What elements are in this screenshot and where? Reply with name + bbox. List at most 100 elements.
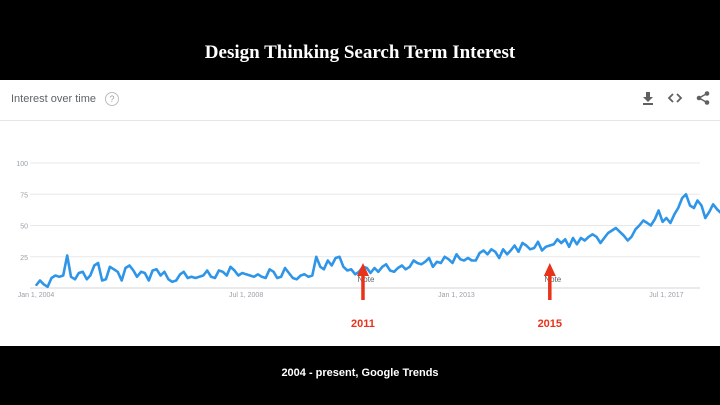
data-point xyxy=(385,263,387,265)
data-point xyxy=(642,219,644,222)
data-point xyxy=(276,277,278,279)
data-point xyxy=(74,278,76,280)
data-point xyxy=(486,253,489,255)
data-point xyxy=(658,209,660,212)
data-point xyxy=(393,271,395,273)
data-point xyxy=(70,276,72,278)
data-point xyxy=(521,242,524,244)
data-point xyxy=(327,259,329,262)
note-marker: Note xyxy=(544,275,561,284)
title-bar: Design Thinking Search Term Interest xyxy=(0,0,720,80)
slide-title: Design Thinking Search Term Interest xyxy=(204,42,516,63)
data-point xyxy=(700,204,703,207)
data-point xyxy=(226,274,228,277)
data-point xyxy=(373,267,376,269)
annotation-year-label: 2015 xyxy=(538,318,562,330)
data-point xyxy=(66,254,68,257)
data-point xyxy=(331,264,333,267)
data-point xyxy=(533,247,535,249)
data-point xyxy=(650,224,652,227)
data-point xyxy=(693,207,695,209)
data-point xyxy=(416,262,418,264)
data-point xyxy=(214,277,216,279)
data-point xyxy=(517,251,520,253)
data-point xyxy=(338,256,341,258)
data-point xyxy=(662,221,664,223)
data-point xyxy=(704,217,706,219)
data-point xyxy=(556,238,559,240)
data-point xyxy=(323,268,325,270)
data-point xyxy=(202,274,204,277)
embed-code-icon[interactable] xyxy=(667,90,683,106)
data-point xyxy=(397,267,399,269)
interest-series-line xyxy=(34,193,720,289)
data-point xyxy=(560,242,562,244)
data-point xyxy=(572,237,574,239)
data-point xyxy=(93,264,95,267)
data-point xyxy=(463,259,465,262)
data-point xyxy=(163,271,165,273)
data-point xyxy=(366,267,368,269)
x-tick-label: Jan 1, 2013 xyxy=(438,292,475,299)
data-point xyxy=(401,264,403,267)
data-point xyxy=(475,259,477,262)
data-point xyxy=(273,271,275,273)
data-point xyxy=(564,238,566,240)
help-circle-icon[interactable]: ? xyxy=(105,92,119,106)
y-tick-label: 50 xyxy=(20,224,28,231)
data-point xyxy=(342,266,344,268)
data-point xyxy=(190,276,193,278)
data-point xyxy=(377,271,379,273)
data-point xyxy=(43,283,45,285)
x-tick-label: Jul 1, 2008 xyxy=(229,292,263,299)
data-point xyxy=(257,273,259,275)
data-point xyxy=(253,276,255,278)
data-point xyxy=(525,244,527,247)
data-point xyxy=(591,233,594,235)
annotation-arrow-head xyxy=(356,263,369,276)
data-point xyxy=(689,204,691,207)
data-point xyxy=(167,278,169,280)
y-tick-label: 25 xyxy=(20,255,28,262)
data-point xyxy=(315,256,317,258)
data-point xyxy=(233,269,236,272)
data-point xyxy=(576,243,578,245)
data-point xyxy=(265,277,267,279)
data-point xyxy=(171,281,173,283)
data-point xyxy=(424,261,426,263)
data-point xyxy=(568,246,570,248)
data-point xyxy=(681,197,683,199)
data-point xyxy=(206,269,208,272)
data-point xyxy=(479,252,481,254)
data-point xyxy=(179,273,181,275)
data-point xyxy=(588,236,590,238)
card-title: Interest over time xyxy=(11,93,96,105)
data-point xyxy=(346,269,348,272)
data-point xyxy=(241,272,243,274)
data-point xyxy=(136,276,138,278)
data-point xyxy=(595,236,598,238)
data-point xyxy=(222,271,224,273)
data-point xyxy=(261,276,263,278)
data-point xyxy=(455,253,458,255)
data-point xyxy=(432,266,434,268)
data-point xyxy=(311,274,313,277)
download-icon[interactable] xyxy=(640,90,656,106)
data-point xyxy=(537,241,539,243)
data-point xyxy=(541,249,543,252)
data-point xyxy=(708,211,710,213)
data-point xyxy=(646,222,648,224)
y-tick-label: 75 xyxy=(20,192,28,199)
data-point xyxy=(303,273,306,275)
data-point xyxy=(580,237,582,239)
data-point xyxy=(483,249,485,252)
data-point xyxy=(677,207,679,209)
data-point xyxy=(436,261,438,263)
data-point xyxy=(389,269,391,272)
card-header: Interest over time ? xyxy=(0,80,720,121)
data-point xyxy=(444,256,446,258)
data-point xyxy=(144,272,146,274)
data-point xyxy=(148,279,150,282)
note-marker: Note xyxy=(358,275,375,284)
share-icon[interactable] xyxy=(695,90,711,106)
